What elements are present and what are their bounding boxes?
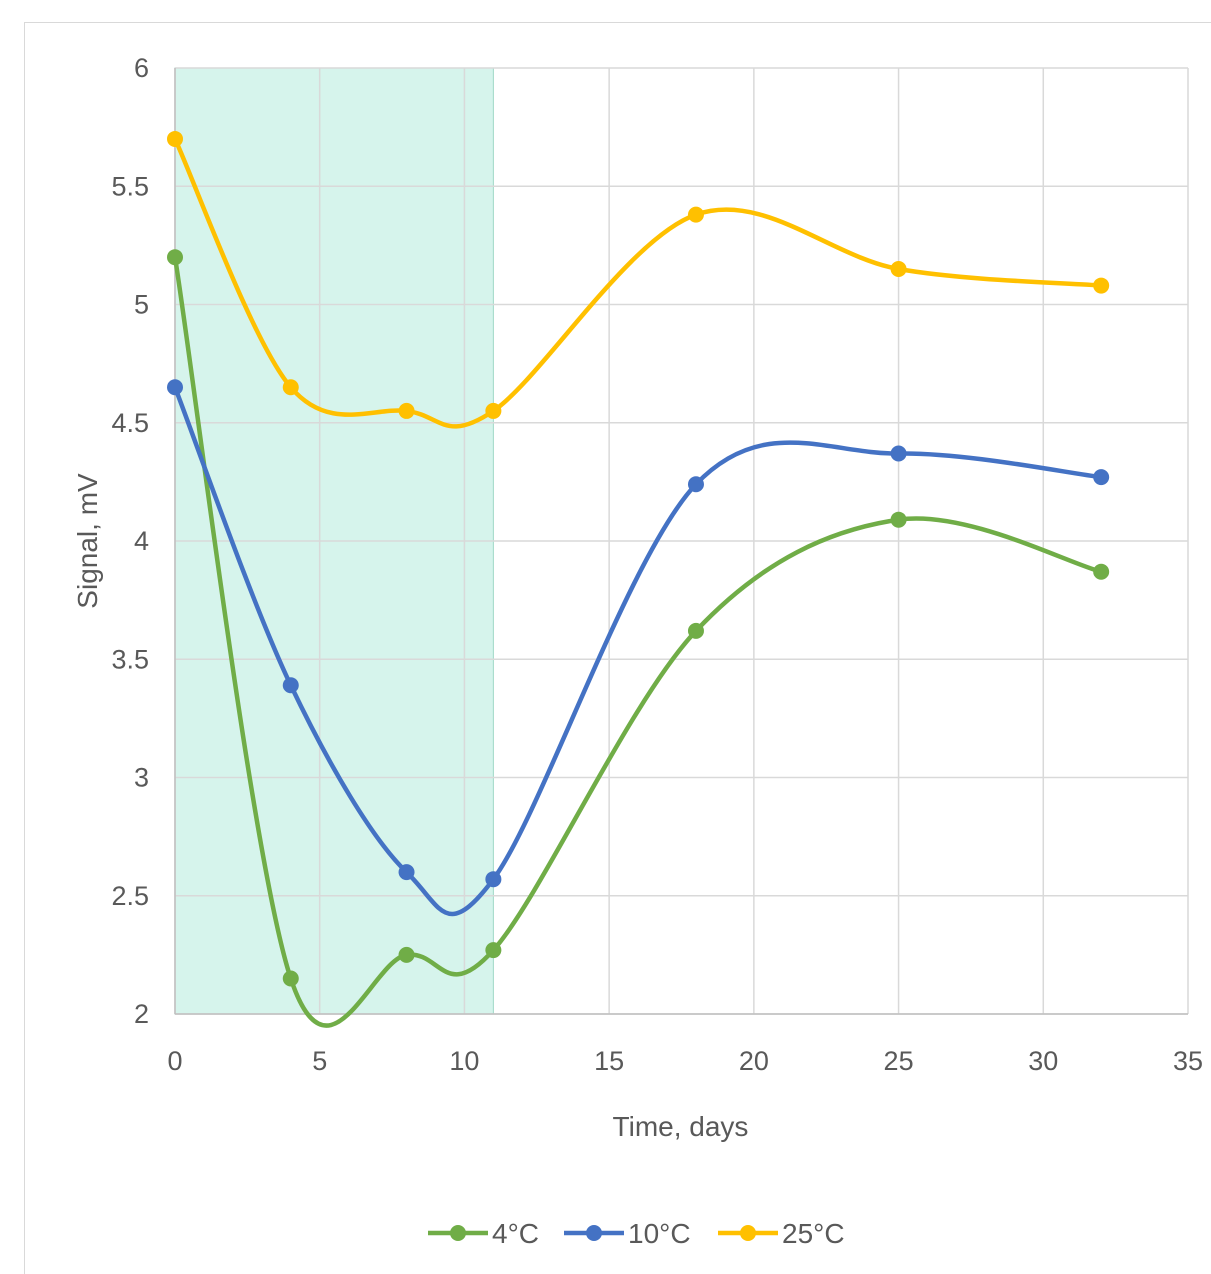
y-tick-label: 5.5 (111, 171, 149, 201)
legend-marker (740, 1225, 756, 1241)
x-tick-label: 25 (884, 1046, 914, 1076)
data-point (890, 511, 907, 528)
y-tick-label: 4.5 (111, 408, 149, 438)
x-tick-label: 10 (449, 1046, 479, 1076)
data-point (1093, 469, 1110, 486)
legend-label: 10°C (628, 1218, 691, 1249)
x-tick-label: 20 (739, 1046, 769, 1076)
y-tick-label: 2.5 (111, 881, 149, 911)
x-tick-label: 5 (312, 1046, 327, 1076)
data-point (687, 206, 704, 223)
series-line (172, 254, 1104, 1028)
data-point (167, 130, 183, 147)
data-point (282, 379, 299, 396)
y-tick-label: 3 (134, 763, 149, 793)
data-point (687, 622, 704, 639)
data-point (485, 942, 502, 959)
y-tick-label: 3.5 (111, 644, 149, 674)
data-point (398, 402, 415, 419)
data-point (398, 946, 415, 963)
legend-label: 4°C (492, 1218, 539, 1249)
data-point (167, 379, 183, 396)
y-axis-title: Signal, mV (72, 473, 103, 609)
tick-labels: 0 5 10 15 20 25 30 35 2 2.5 3 3.5 4 4.5 5 5.5 6 (111, 53, 1203, 1076)
legend-marker (586, 1225, 602, 1241)
data-point (485, 871, 502, 888)
axes (174, 68, 1188, 1015)
data-point (890, 261, 907, 278)
series-4CC (167, 249, 1110, 1028)
data-point (167, 249, 183, 266)
legend-marker (450, 1225, 466, 1241)
y-tick-label: 5 (134, 290, 149, 320)
series-layer (167, 130, 1110, 1028)
data-point (485, 402, 502, 419)
series-25CC (167, 130, 1110, 429)
legend-label: 25°C (782, 1218, 845, 1249)
y-tick-label: 6 (134, 53, 149, 83)
x-tick-label: 35 (1173, 1046, 1203, 1076)
legend-item: 4°C (428, 1218, 539, 1249)
y-tick-label: 2 (134, 999, 149, 1029)
data-point (1093, 277, 1110, 294)
x-axis-title: Time, days (613, 1111, 749, 1142)
data-point (282, 970, 299, 987)
legend-item: 10°C (564, 1218, 691, 1249)
legend: 4°C 10°C 25°C (428, 1218, 845, 1249)
y-tick-label: 4 (134, 526, 149, 556)
x-tick-label: 30 (1028, 1046, 1058, 1076)
data-point (398, 864, 415, 881)
data-point (282, 677, 299, 694)
data-point (1093, 563, 1110, 580)
x-tick-label: 0 (167, 1046, 182, 1076)
series-10CC (167, 379, 1110, 917)
legend-item: 25°C (718, 1218, 845, 1249)
x-tick-label: 15 (594, 1046, 624, 1076)
data-point (687, 476, 704, 493)
data-point (890, 445, 907, 462)
